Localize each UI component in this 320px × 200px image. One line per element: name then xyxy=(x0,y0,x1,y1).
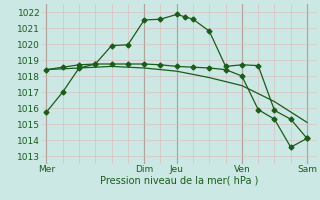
X-axis label: Pression niveau de la mer( hPa ): Pression niveau de la mer( hPa ) xyxy=(100,176,258,186)
